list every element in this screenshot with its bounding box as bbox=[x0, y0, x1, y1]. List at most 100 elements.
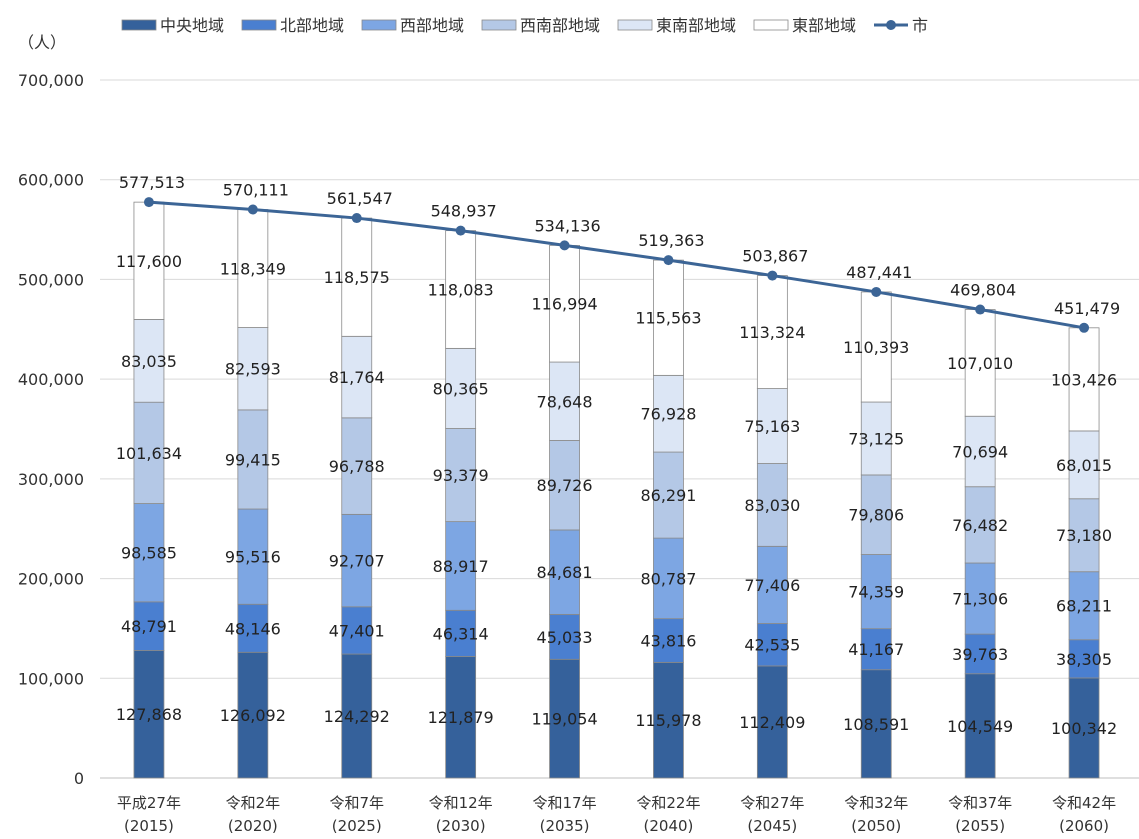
segment-value-label: 42,535 bbox=[744, 636, 800, 655]
x-tick-label: 令和37年 bbox=[948, 794, 1012, 812]
total-point bbox=[351, 213, 362, 224]
segment-value-label: 92,707 bbox=[329, 552, 385, 571]
total-value-label: 561,547 bbox=[327, 189, 393, 208]
segment-value-label: 119,054 bbox=[531, 710, 597, 729]
total-point bbox=[975, 304, 986, 315]
bar-segment-6 bbox=[756, 275, 788, 389]
bar-segment-6 bbox=[1068, 327, 1100, 432]
segment-value-label: 39,763 bbox=[952, 645, 1008, 664]
legend-swatch-2 bbox=[241, 19, 277, 31]
segment-value-label: 83,035 bbox=[121, 352, 177, 371]
x-tick-sublabel: (2060) bbox=[1059, 817, 1109, 835]
segment-value-label: 96,788 bbox=[329, 457, 385, 476]
segment-value-label: 80,365 bbox=[433, 379, 489, 398]
legend-swatch-3 bbox=[361, 19, 397, 31]
segment-value-label: 82,593 bbox=[225, 360, 281, 379]
segment-value-label: 116,994 bbox=[531, 295, 597, 314]
x-tick-label: 令和7年 bbox=[329, 794, 384, 812]
total-value-label: 487,441 bbox=[846, 263, 912, 282]
segment-value-label: 127,868 bbox=[116, 705, 182, 724]
legend-label: 市 bbox=[912, 16, 928, 35]
y-tick-label: 500,000 bbox=[18, 270, 84, 289]
legend-line-marker bbox=[886, 20, 896, 30]
bar-segment-5 bbox=[860, 401, 892, 476]
total-point bbox=[1079, 322, 1090, 333]
x-tick-label: 令和32年 bbox=[844, 794, 908, 812]
legend-label: 西部地域 bbox=[400, 16, 464, 35]
x-tick-sublabel: (2015) bbox=[124, 817, 174, 835]
bar-segment-5 bbox=[1068, 430, 1100, 500]
bar-segment-6 bbox=[445, 230, 477, 349]
stacked-bars bbox=[133, 201, 1100, 779]
bar-segment-4 bbox=[341, 417, 373, 515]
bar-segment-5 bbox=[756, 388, 788, 464]
bar-segment-5 bbox=[964, 415, 996, 488]
x-tick-label: 令和12年 bbox=[429, 794, 493, 812]
legend-swatch-1 bbox=[121, 19, 157, 31]
total-value-label: 570,111 bbox=[223, 181, 289, 200]
y-tick-label: 400,000 bbox=[18, 370, 84, 389]
x-tick-sublabel: (2030) bbox=[436, 817, 486, 835]
bar-segment-2 bbox=[133, 601, 165, 651]
bar-segment-2 bbox=[964, 633, 996, 675]
total-point bbox=[143, 197, 154, 208]
segment-value-label: 86,291 bbox=[640, 486, 696, 505]
segment-value-label: 80,787 bbox=[640, 569, 696, 588]
total-value-label: 548,937 bbox=[431, 202, 497, 221]
y-tick-label: 300,000 bbox=[18, 470, 84, 489]
segment-value-label: 68,015 bbox=[1056, 456, 1112, 475]
bar-segment-1 bbox=[341, 653, 373, 779]
segment-value-label: 118,083 bbox=[428, 281, 494, 300]
total-point bbox=[663, 255, 674, 266]
bar-segment-5 bbox=[549, 361, 580, 441]
x-tick-sublabel: (2035) bbox=[540, 817, 590, 835]
bar-segment-1 bbox=[549, 658, 580, 779]
segment-value-label: 124,292 bbox=[324, 707, 390, 726]
legend-swatch-5 bbox=[617, 19, 653, 31]
y-tick-label: 600,000 bbox=[18, 171, 84, 190]
segment-value-label: 88,917 bbox=[433, 557, 489, 576]
x-tick-sublabel: (2045) bbox=[747, 817, 797, 835]
total-value-label: 519,363 bbox=[638, 231, 704, 250]
y-tick-label: 700,000 bbox=[18, 71, 84, 90]
bar-segment-4 bbox=[964, 486, 996, 564]
total-value-label: 451,479 bbox=[1054, 299, 1120, 318]
segment-value-label: 38,305 bbox=[1056, 650, 1112, 669]
x-tick-label: 令和42年 bbox=[1052, 794, 1116, 812]
segment-value-label: 89,726 bbox=[537, 476, 593, 495]
segment-value-label: 76,928 bbox=[640, 405, 696, 424]
segment-value-label: 95,516 bbox=[225, 548, 281, 567]
legend-label: 東南部地域 bbox=[656, 16, 736, 35]
total-value-label: 577,513 bbox=[119, 173, 185, 192]
total-line-path bbox=[148, 200, 1085, 330]
segment-value-label: 46,314 bbox=[433, 624, 489, 643]
segment-value-label: 48,146 bbox=[225, 619, 281, 638]
bar-segment-4 bbox=[445, 428, 477, 523]
bar-segment-2 bbox=[860, 628, 892, 671]
total-point bbox=[871, 286, 882, 297]
segment-value-label: 126,092 bbox=[220, 706, 286, 725]
bar-segment-4 bbox=[860, 474, 892, 555]
data-labels: 127,868 48,791 98,585 101,634 83,035 117,600 1… bbox=[116, 173, 1120, 738]
x-tick-sublabel: (2050) bbox=[851, 817, 901, 835]
legend-label: 北部地域 bbox=[280, 16, 344, 35]
bar-segment-6 bbox=[964, 309, 996, 417]
segment-value-label: 75,163 bbox=[744, 417, 800, 436]
bar-segment-1 bbox=[1068, 677, 1100, 779]
bar-segment-1 bbox=[133, 650, 165, 779]
bar-segment-6 bbox=[341, 217, 373, 337]
segment-value-label: 81,764 bbox=[329, 368, 385, 387]
bar-segment-6 bbox=[237, 209, 269, 328]
segment-value-label: 100,342 bbox=[1051, 719, 1117, 738]
segment-value-label: 48,791 bbox=[121, 617, 177, 636]
segment-value-label: 70,694 bbox=[952, 442, 1008, 461]
segment-value-label: 83,030 bbox=[744, 496, 800, 515]
legend: 中央地域 北部地域 西部地域 西南部地域 東南部地域 東部地域 市 bbox=[121, 16, 928, 35]
total-point bbox=[767, 270, 778, 281]
segment-value-label: 73,180 bbox=[1056, 526, 1112, 545]
segment-value-label: 115,563 bbox=[635, 309, 701, 328]
segment-value-label: 101,634 bbox=[116, 444, 182, 463]
axes: 0 100,000 200,000 300,000 400,000 500,000 600,… bbox=[18, 71, 1139, 835]
